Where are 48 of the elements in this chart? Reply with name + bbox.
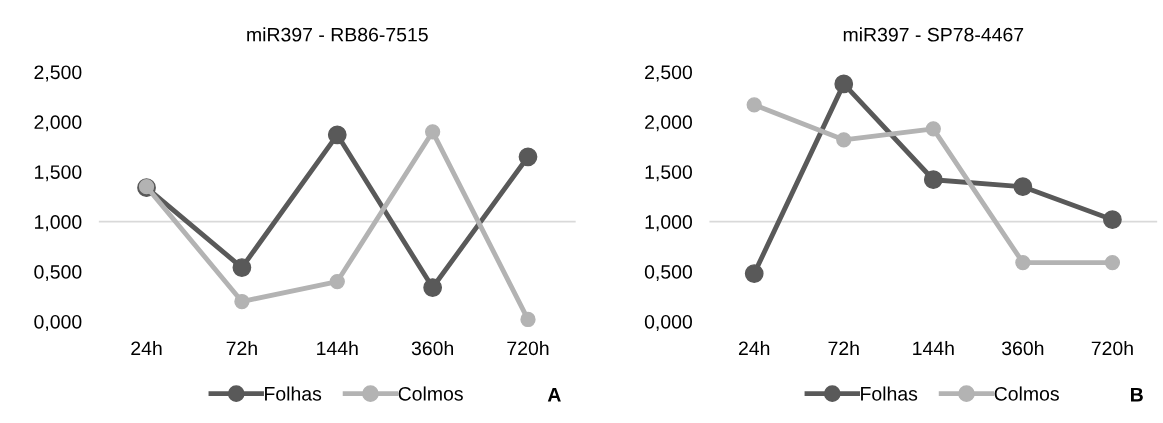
point bbox=[424, 124, 441, 140]
y-tick-label: 1,000 bbox=[645, 215, 693, 232]
legend-label: Folhas bbox=[861, 386, 918, 401]
x-tick-label: 144h bbox=[317, 340, 358, 356]
x-tick-label: 720h bbox=[1091, 340, 1133, 356]
point bbox=[1103, 210, 1122, 230]
point bbox=[232, 258, 252, 277]
x-tick-label: 360h bbox=[411, 340, 453, 356]
point bbox=[1013, 177, 1033, 197]
point bbox=[518, 147, 538, 167]
text: B bbox=[1131, 388, 1143, 402]
text: A bbox=[547, 388, 561, 402]
legend-label: Colmos bbox=[398, 386, 463, 401]
y-tick-label: 1,000 bbox=[35, 215, 82, 232]
y-tick-label: 2,000 bbox=[34, 115, 82, 132]
y-tick-label: 0,000 bbox=[644, 314, 693, 332]
point bbox=[423, 278, 443, 297]
point bbox=[1015, 254, 1031, 271]
point bbox=[923, 170, 943, 190]
x-tick-label: 72h bbox=[226, 340, 257, 356]
y-tick-label: 2,500 bbox=[34, 65, 82, 82]
point bbox=[836, 132, 852, 148]
x-tick-label: 144h bbox=[913, 340, 954, 356]
point bbox=[234, 293, 250, 310]
point bbox=[834, 74, 854, 94]
x-tick-label: 72h bbox=[828, 340, 859, 356]
y-tick-label: 0,000 bbox=[34, 314, 82, 332]
point bbox=[746, 97, 762, 113]
point bbox=[744, 264, 764, 283]
y-tick-label: 1,500 bbox=[35, 165, 82, 182]
y-tick-label: 1,500 bbox=[645, 165, 693, 182]
chart-title: miR397 - RB86-7515 bbox=[247, 27, 428, 42]
legend-label: Folhas bbox=[265, 386, 322, 401]
y-tick-label: 2,000 bbox=[645, 115, 693, 132]
x-tick-label: 24h bbox=[131, 340, 162, 356]
y-tick-label: 0,500 bbox=[34, 265, 82, 282]
y-tick-label: 2,500 bbox=[645, 65, 693, 82]
point bbox=[1104, 254, 1121, 271]
x-tick-label: 360h bbox=[1001, 340, 1044, 356]
legend-label: Colmos bbox=[994, 386, 1059, 401]
x-tick-label: 720h bbox=[507, 340, 549, 356]
y-tick-label: 0,500 bbox=[644, 265, 693, 282]
x-tick-label: 24h bbox=[738, 340, 770, 356]
point bbox=[327, 125, 347, 145]
chart-title: miR397 - SP78-4467 bbox=[843, 27, 1024, 42]
point bbox=[925, 121, 941, 137]
point bbox=[520, 311, 536, 328]
point bbox=[329, 273, 345, 290]
